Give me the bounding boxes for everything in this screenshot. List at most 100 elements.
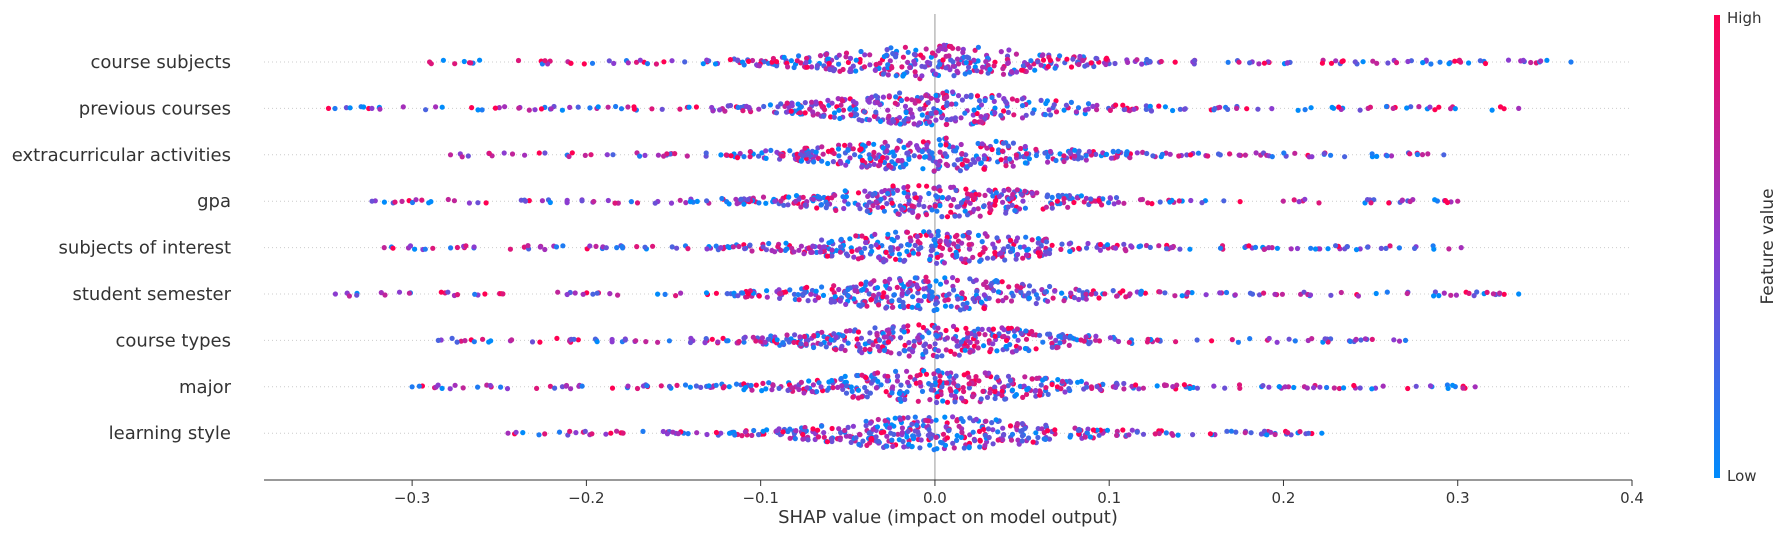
shap-dot bbox=[850, 98, 857, 105]
shap-dot bbox=[1062, 389, 1068, 395]
shap-dot bbox=[1393, 60, 1400, 66]
shap-dot bbox=[798, 341, 804, 347]
shap-dot bbox=[428, 199, 434, 205]
shap-dot bbox=[973, 416, 979, 422]
shap-dot bbox=[901, 284, 907, 290]
shap-dot bbox=[871, 141, 877, 147]
shap-dot bbox=[843, 301, 849, 307]
shap-dot bbox=[1167, 199, 1173, 205]
shap-dot bbox=[870, 342, 876, 348]
shap-dot bbox=[644, 61, 651, 67]
shap-dot bbox=[1187, 385, 1193, 391]
shap-dot bbox=[916, 297, 922, 303]
shap-dot bbox=[957, 307, 964, 313]
shap-dot bbox=[628, 199, 635, 205]
shap-dot bbox=[1133, 382, 1139, 388]
shap-dot bbox=[1014, 69, 1020, 75]
shap-dot bbox=[825, 160, 831, 167]
shap-dot bbox=[1455, 198, 1461, 204]
shap-dot bbox=[378, 290, 384, 296]
shap-dot bbox=[953, 148, 959, 154]
shap-dot bbox=[1000, 247, 1007, 253]
shap-dot bbox=[409, 384, 415, 390]
shap-dot bbox=[486, 150, 492, 156]
shap-dot bbox=[1083, 334, 1089, 340]
shap-dot bbox=[978, 119, 984, 125]
shap-dot bbox=[810, 196, 817, 202]
shap-dot bbox=[987, 204, 993, 210]
shap-dot bbox=[1102, 291, 1108, 297]
shap-dot bbox=[772, 249, 778, 255]
shap-dot bbox=[1017, 244, 1023, 250]
shap-dot bbox=[942, 303, 949, 309]
shap-dot bbox=[881, 334, 887, 340]
shap-dot bbox=[1019, 103, 1026, 109]
shap-dot bbox=[945, 242, 952, 248]
shap-dot bbox=[944, 117, 950, 123]
shap-dot bbox=[972, 438, 978, 444]
shap-dot bbox=[966, 445, 972, 451]
x-tick-label: 0.3 bbox=[1446, 489, 1470, 507]
shap-dot bbox=[905, 184, 911, 190]
shap-dot bbox=[967, 349, 973, 355]
shap-dot bbox=[978, 69, 984, 75]
shap-dot bbox=[953, 373, 959, 379]
shap-dot bbox=[1388, 153, 1395, 159]
shap-dot bbox=[975, 140, 981, 147]
shap-dot bbox=[1120, 102, 1126, 108]
shap-dot bbox=[857, 206, 863, 212]
shap-dot bbox=[958, 256, 965, 262]
shap-dot bbox=[1232, 292, 1238, 298]
shap-dot bbox=[931, 106, 937, 112]
shap-dot bbox=[901, 324, 907, 330]
shap-dot bbox=[749, 57, 756, 64]
shap-dot bbox=[509, 151, 516, 157]
shap-dot bbox=[1013, 392, 1020, 398]
shap-dot bbox=[1568, 59, 1574, 65]
shap-dot bbox=[849, 388, 855, 394]
shap-dot bbox=[843, 390, 850, 396]
shap-dot bbox=[1236, 59, 1242, 65]
shap-dot bbox=[977, 258, 983, 264]
shap-dot bbox=[922, 64, 928, 70]
shap-dot bbox=[838, 346, 844, 352]
shap-dot bbox=[778, 247, 784, 253]
shap-dot bbox=[829, 247, 835, 253]
shap-dot bbox=[830, 159, 837, 165]
shap-dot bbox=[915, 302, 921, 308]
shap-dot bbox=[944, 370, 950, 376]
shap-dot bbox=[981, 292, 987, 298]
shap-dot bbox=[1380, 383, 1386, 389]
shap-dot bbox=[1333, 58, 1339, 64]
shap-dot bbox=[382, 292, 388, 298]
shap-dot bbox=[614, 428, 620, 434]
shap-dot bbox=[907, 279, 913, 285]
shap-dot bbox=[1224, 428, 1230, 434]
shap-dot bbox=[996, 92, 1002, 98]
shap-dot bbox=[993, 417, 999, 423]
shap-dot bbox=[655, 291, 661, 297]
shap-dot bbox=[895, 431, 901, 437]
shap-dot bbox=[1037, 389, 1043, 395]
shap-dot bbox=[1006, 284, 1012, 290]
shap-dot bbox=[853, 233, 859, 239]
shap-dot bbox=[1352, 59, 1358, 65]
shap-dot bbox=[515, 57, 522, 64]
shap-dot bbox=[1266, 335, 1272, 342]
shap-dot bbox=[950, 275, 956, 281]
shap-dot bbox=[826, 379, 832, 385]
shap-dot bbox=[803, 59, 809, 66]
shap-dot bbox=[900, 438, 906, 445]
shap-dot bbox=[861, 109, 868, 115]
shap-dot bbox=[950, 59, 956, 65]
shap-dot bbox=[788, 58, 795, 64]
shap-dot bbox=[1255, 106, 1261, 112]
shap-dot bbox=[845, 201, 851, 207]
shap-dot bbox=[732, 432, 738, 438]
shap-dot bbox=[1308, 245, 1314, 251]
shap-dot bbox=[1317, 246, 1323, 252]
shap-dot bbox=[449, 335, 455, 341]
shap-dot bbox=[935, 48, 941, 54]
shap-dot bbox=[818, 202, 825, 208]
shap-dot bbox=[1062, 334, 1068, 340]
